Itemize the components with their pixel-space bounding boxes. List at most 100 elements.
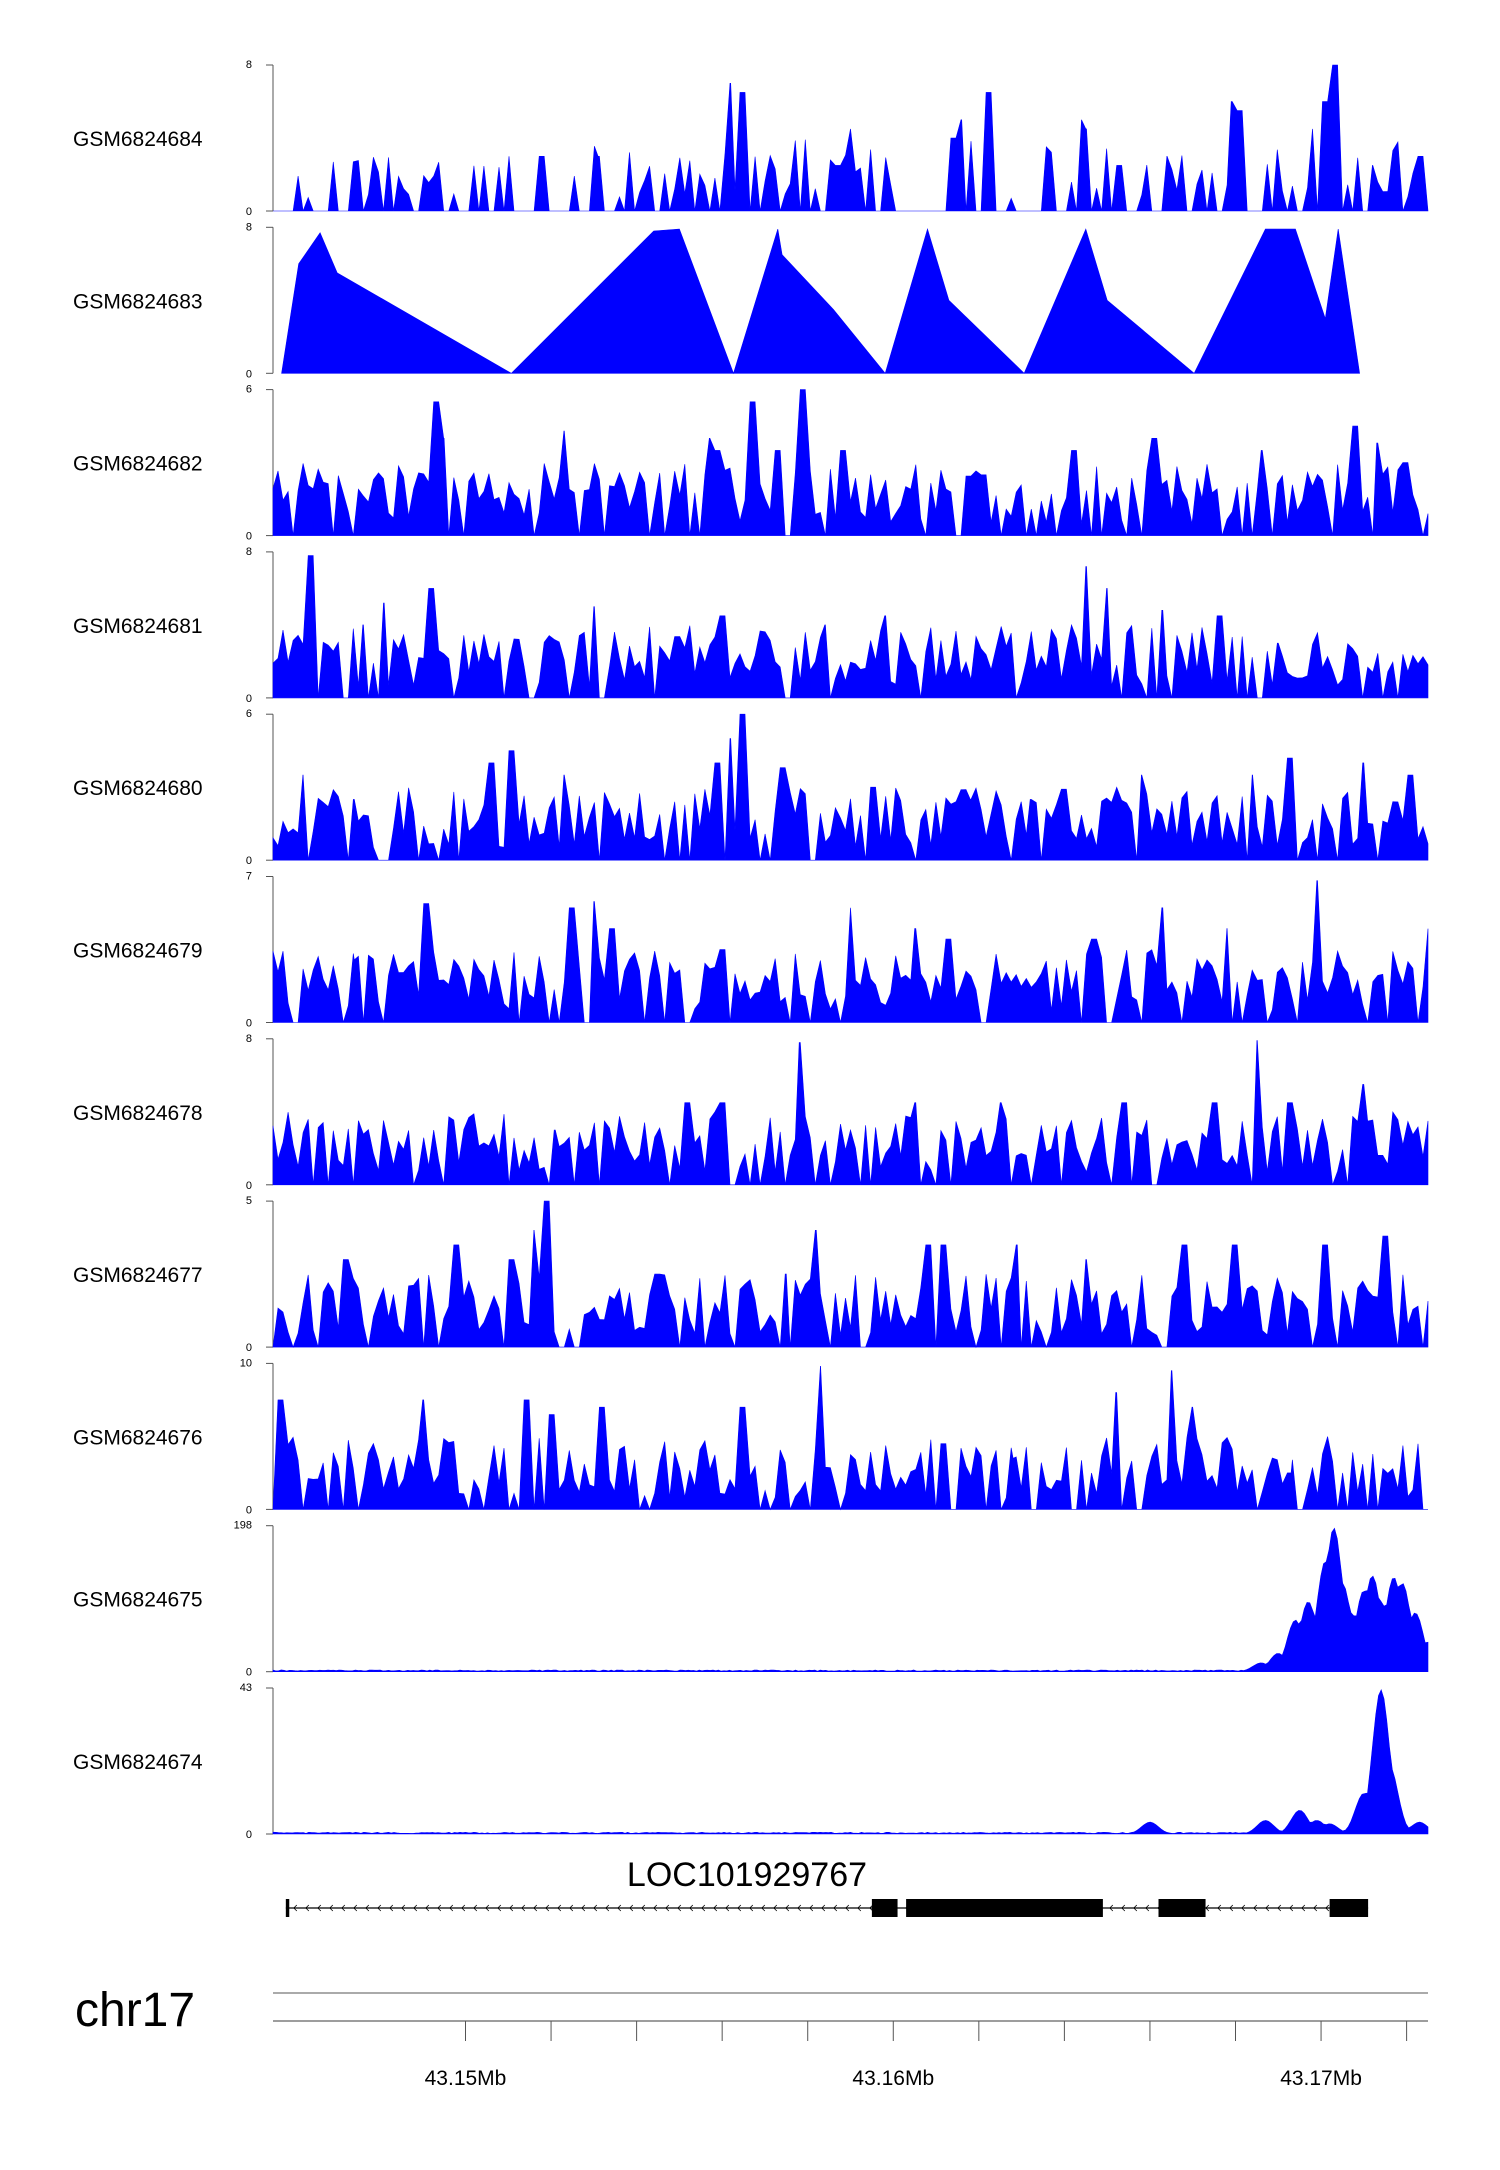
- coverage-area: [272, 555, 1429, 699]
- track-ymin-label: 0: [246, 1018, 252, 1030]
- track-GSM6824681: GSM6824681 8 0: [73, 546, 1429, 705]
- track-ymax-label: 43: [240, 1682, 252, 1694]
- gene-exon: [285, 1899, 290, 1917]
- strand-arrow: [401, 1904, 406, 1912]
- strand-arrow: [845, 1904, 850, 1912]
- track-ymin-label: 0: [246, 1180, 252, 1192]
- strand-arrow: [809, 1904, 814, 1912]
- strand-arrow: [605, 1904, 610, 1912]
- strand-arrow: [677, 1904, 682, 1912]
- strand-arrow: [353, 1904, 358, 1912]
- strand-arrow: [821, 1904, 826, 1912]
- track-ymin-label: 0: [246, 206, 252, 218]
- track-label: GSM6824674: [73, 1751, 203, 1774]
- gene-model: LOC101929767: [285, 1856, 1369, 1917]
- coverage-area: [272, 389, 1429, 536]
- strand-arrow: [1277, 1904, 1282, 1912]
- track-ymax-label: 5: [246, 1195, 252, 1207]
- strand-arrow: [797, 1904, 802, 1912]
- coverage-tracks: GSM682468480GSM682468380GSM682468260GSM6…: [73, 59, 1429, 1841]
- strand-arrow: [1265, 1904, 1270, 1912]
- track-ymax-label: 198: [234, 1520, 252, 1532]
- axis-tick-label: 43.16Mb: [852, 2067, 934, 2090]
- track-GSM6824677: GSM6824677 5 0: [73, 1195, 1429, 1354]
- strand-arrow: [629, 1904, 634, 1912]
- strand-arrow: [593, 1904, 598, 1912]
- track-label: GSM6824676: [73, 1426, 203, 1449]
- track-label: GSM6824680: [73, 777, 203, 800]
- strand-arrow: [641, 1904, 646, 1912]
- track-ymin-label: 0: [246, 1504, 252, 1516]
- axis-tick-label: 43.15Mb: [425, 2067, 507, 2090]
- track-label: GSM6824681: [73, 615, 203, 638]
- track-label: GSM6824679: [73, 940, 203, 963]
- strand-arrow: [1121, 1904, 1126, 1912]
- track-ymax-label: 10: [240, 1357, 252, 1369]
- strand-arrow: [329, 1904, 334, 1912]
- track-GSM6824679: GSM6824679 7 0: [73, 871, 1429, 1030]
- strand-arrow: [305, 1904, 310, 1912]
- strand-arrow: [1205, 1904, 1210, 1912]
- strand-arrow: [773, 1904, 778, 1912]
- gene-name-label: LOC101929767: [627, 1856, 867, 1894]
- chromosome-label: chr17: [75, 1984, 195, 2037]
- strand-arrow: [509, 1904, 514, 1912]
- strand-arrow: [1229, 1904, 1234, 1912]
- strand-arrow: [389, 1904, 394, 1912]
- strand-arrow: [485, 1904, 490, 1912]
- strand-arrow: [521, 1904, 526, 1912]
- strand-arrow: [1325, 1904, 1330, 1912]
- strand-arrow: [1241, 1904, 1246, 1912]
- strand-arrow: [365, 1904, 370, 1912]
- coverage-area: [281, 228, 1360, 375]
- gene-exon: [906, 1899, 1103, 1917]
- track-ymax-label: 6: [246, 384, 252, 396]
- strand-arrow: [1217, 1904, 1222, 1912]
- strand-arrow: [701, 1904, 706, 1912]
- track-GSM6824674: GSM6824674 43 0: [73, 1682, 1429, 1841]
- track-ymin-label: 0: [246, 1342, 252, 1354]
- strand-arrow: [581, 1904, 586, 1912]
- strand-arrow: [1109, 1904, 1114, 1912]
- strand-arrow: [317, 1904, 322, 1912]
- track-GSM6824680: GSM6824680 6 0: [73, 708, 1429, 867]
- track-ymax-label: 6: [246, 708, 252, 720]
- strand-arrow: [617, 1904, 622, 1912]
- strand-arrow: [413, 1904, 418, 1912]
- coverage-area: [272, 1527, 1429, 1672]
- strand-arrow: [1289, 1904, 1294, 1912]
- strand-arrow: [857, 1904, 862, 1912]
- track-ymin-label: 0: [246, 531, 252, 543]
- strand-arrow: [1313, 1904, 1318, 1912]
- track-ymax-label: 8: [246, 1033, 252, 1045]
- strand-arrow: [545, 1904, 550, 1912]
- strand-arrow: [533, 1904, 538, 1912]
- strand-arrow: [497, 1904, 502, 1912]
- track-ymin-label: 0: [246, 855, 252, 867]
- strand-arrow: [653, 1904, 658, 1912]
- strand-arrow: [569, 1904, 574, 1912]
- strand-arrow: [377, 1904, 382, 1912]
- strand-arrow: [341, 1904, 346, 1912]
- strand-arrow: [461, 1904, 466, 1912]
- strand-arrow: [1145, 1904, 1150, 1912]
- track-GSM6824682: GSM6824682 6 0: [73, 384, 1429, 543]
- track-ymin-label: 0: [246, 693, 252, 705]
- strand-arrow: [725, 1904, 730, 1912]
- coverage-area: [272, 1688, 1429, 1835]
- track-ymax-label: 8: [246, 59, 252, 71]
- strand-arrow: [293, 1904, 298, 1912]
- strand-arrow: [689, 1904, 694, 1912]
- coverage-area: [272, 1200, 1429, 1349]
- axis-tick-label: 43.17Mb: [1280, 2067, 1362, 2090]
- strand-arrow: [437, 1904, 442, 1912]
- coverage-area: [272, 880, 1429, 1023]
- track-GSM6824675: GSM6824675 198 0: [73, 1520, 1429, 1679]
- coverage-area: [272, 1366, 1428, 1511]
- strand-arrow: [749, 1904, 754, 1912]
- gene-exon: [1158, 1899, 1206, 1917]
- track-label: GSM6824675: [73, 1589, 203, 1612]
- track-GSM6824678: GSM6824678 8 0: [73, 1033, 1429, 1192]
- strand-arrow: [737, 1904, 742, 1912]
